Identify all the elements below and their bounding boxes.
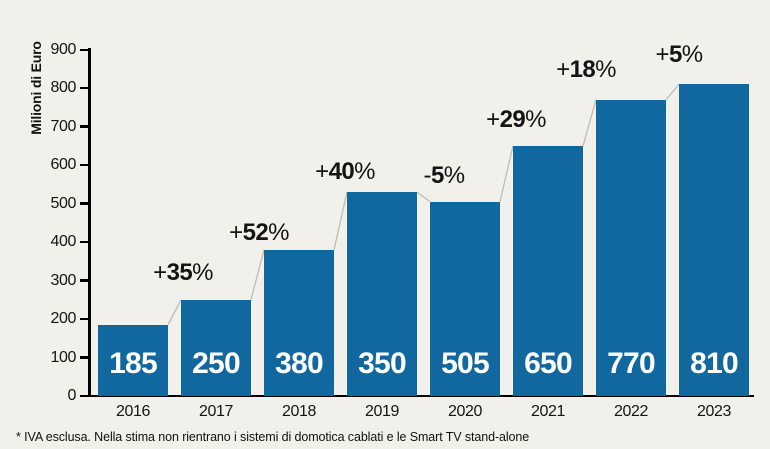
bar-group-2022: 770 2022 bbox=[596, 0, 666, 449]
x-axis-label-2017: 2017 bbox=[199, 403, 233, 420]
bar-2016: 185 bbox=[98, 324, 168, 396]
pct-number: 29 bbox=[499, 106, 526, 133]
bar-group-2017: 250 2017 bbox=[181, 0, 251, 449]
y-tick-label: 100 bbox=[50, 348, 77, 366]
pct-sign: + bbox=[556, 56, 570, 83]
y-tick-mark bbox=[80, 163, 88, 167]
bar-value-label: 250 bbox=[192, 347, 240, 380]
pct-suffix: % bbox=[681, 41, 703, 68]
y-tick-label: 900 bbox=[50, 40, 77, 58]
y-tick-mark bbox=[80, 202, 88, 205]
x-axis-label-2022: 2022 bbox=[614, 403, 648, 420]
bar-group-2020: 505 2020 bbox=[430, 0, 500, 449]
bar-2022: 770 bbox=[596, 99, 666, 396]
bar-value-label: 185 bbox=[109, 347, 157, 380]
connector-line bbox=[167, 299, 182, 326]
pct-sign: + bbox=[655, 41, 670, 68]
bar-value-label: 770 bbox=[607, 347, 655, 380]
bar-2017: 250 bbox=[181, 299, 251, 396]
pct-number: 5 bbox=[430, 162, 444, 189]
y-tick-mark bbox=[80, 279, 88, 282]
pct-suffix: % bbox=[268, 219, 289, 246]
y-tick-label: 600 bbox=[50, 156, 77, 174]
x-axis-label-2020: 2020 bbox=[448, 403, 482, 420]
x-axis-label-2019: 2019 bbox=[365, 403, 399, 420]
y-tick-mark bbox=[80, 356, 88, 359]
x-axis-label-2018: 2018 bbox=[282, 403, 316, 420]
pct-suffix: % bbox=[354, 158, 375, 185]
x-axis-label-2021: 2021 bbox=[531, 403, 565, 420]
bar-2021: 650 bbox=[513, 145, 583, 396]
y-tick-label: 200 bbox=[50, 310, 77, 327]
y-tick-mark bbox=[80, 240, 88, 244]
pct-change-label-2017: +35% bbox=[153, 259, 213, 287]
bar-group-2019: 350 2019 bbox=[347, 0, 417, 449]
pct-suffix: % bbox=[443, 162, 465, 189]
bar-value-label: 810 bbox=[690, 347, 738, 380]
pct-suffix: % bbox=[525, 106, 546, 133]
bar-value-label: 505 bbox=[441, 347, 489, 380]
y-tick-label: 400 bbox=[50, 233, 77, 251]
pct-sign: + bbox=[315, 158, 329, 185]
bar-2019: 350 bbox=[347, 192, 417, 396]
pct-sign: - bbox=[423, 162, 432, 189]
y-tick-label: 500 bbox=[50, 194, 77, 212]
y-axis-line bbox=[88, 48, 91, 397]
x-axis-line bbox=[88, 394, 754, 398]
y-tick-label: 800 bbox=[50, 79, 77, 97]
pct-sign: + bbox=[486, 106, 500, 133]
x-axis-label-2023: 2023 bbox=[697, 403, 731, 420]
connector-line bbox=[665, 83, 680, 101]
footnote: * IVA esclusa. Nella stima non rientrano… bbox=[16, 430, 530, 444]
connector-line bbox=[250, 249, 265, 300]
bar-group-2021: 650 2021 bbox=[513, 0, 583, 449]
connector-line bbox=[333, 191, 348, 250]
bar-group-2023: 810 2023 bbox=[679, 0, 749, 449]
y-tick-label: 700 bbox=[50, 117, 77, 135]
pct-sign: + bbox=[153, 259, 167, 286]
pct-suffix: % bbox=[192, 259, 213, 286]
y-tick-mark bbox=[80, 317, 88, 321]
connector-line bbox=[582, 99, 597, 147]
x-axis-label-2016: 2016 bbox=[116, 403, 150, 420]
pct-change-label-2019: +40% bbox=[315, 158, 375, 186]
pct-change-label-2018: +52% bbox=[229, 219, 289, 247]
y-tick-label: 300 bbox=[50, 271, 77, 289]
bar-2018: 380 bbox=[264, 249, 334, 396]
y-tick-mark bbox=[80, 394, 88, 398]
connector-line bbox=[416, 191, 431, 203]
pct-number: 5 bbox=[668, 41, 682, 68]
y-tick-mark bbox=[80, 125, 88, 128]
y-tick-mark bbox=[80, 87, 88, 90]
pct-change-label-2021: +29% bbox=[486, 106, 546, 134]
bar-value-label: 350 bbox=[358, 347, 406, 380]
pct-number: 18 bbox=[569, 56, 596, 83]
bar-value-label: 650 bbox=[524, 347, 572, 380]
bar-group-2016: 185 2016 bbox=[98, 0, 168, 449]
pct-number: 52 bbox=[242, 219, 269, 246]
pct-number: 35 bbox=[166, 259, 193, 286]
bar-2023: 810 bbox=[679, 84, 749, 396]
pct-number: 40 bbox=[328, 158, 355, 185]
pct-suffix: % bbox=[595, 56, 616, 83]
y-tick-mark bbox=[80, 48, 88, 51]
pct-change-label-2022: +18% bbox=[556, 56, 616, 84]
y-tick-label: 0 bbox=[67, 387, 77, 404]
pct-change-label-2023: +5% bbox=[655, 41, 704, 69]
pct-sign: + bbox=[229, 219, 243, 246]
bar-value-label: 380 bbox=[275, 347, 323, 380]
bar-group-2018: 380 2018 bbox=[264, 0, 334, 449]
pct-change-label-2020: -5% bbox=[424, 162, 465, 190]
connector-line bbox=[499, 145, 514, 202]
bar-2020: 505 bbox=[430, 201, 500, 396]
